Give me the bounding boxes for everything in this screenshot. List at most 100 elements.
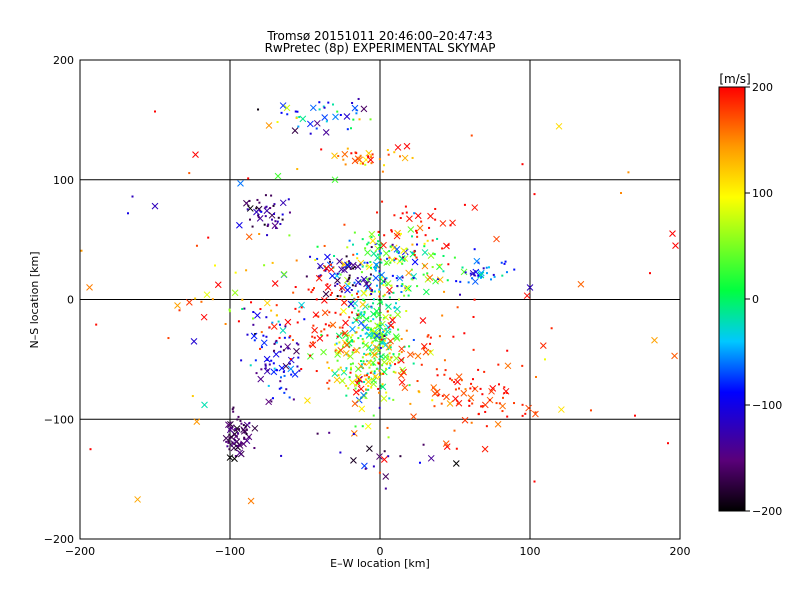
data-point-dot	[323, 244, 326, 247]
data-point-dot	[366, 372, 369, 375]
data-point-dot	[296, 168, 299, 171]
data-point-dot	[347, 387, 350, 390]
data-point-dot	[288, 234, 291, 237]
data-point-dot	[384, 487, 387, 490]
data-point-dot	[266, 234, 269, 237]
data-point-dot	[362, 360, 365, 363]
data-point-cross	[398, 378, 406, 386]
data-point-dot	[279, 380, 282, 383]
data-point-cross	[436, 263, 443, 271]
data-point-cross	[351, 157, 359, 165]
data-point-cross	[237, 179, 244, 187]
data-point-dot	[456, 402, 459, 405]
data-point-dot	[336, 282, 339, 285]
data-point-dot	[311, 288, 314, 291]
data-point-cross	[452, 395, 459, 403]
data-point-dot	[329, 263, 332, 266]
data-point-dot	[298, 310, 301, 313]
data-point-dot	[226, 445, 229, 448]
data-point-dot	[270, 194, 273, 197]
data-point-dot	[385, 277, 388, 280]
data-point-cross	[214, 281, 222, 289]
data-point-dot	[356, 292, 359, 295]
data-point-dot	[280, 111, 283, 114]
data-point-dot	[354, 350, 357, 353]
data-point-dot	[385, 333, 388, 336]
data-point-cross	[321, 296, 328, 304]
data-point-dot	[357, 296, 360, 299]
y-axis-ticks: −200 −100 0 100 200	[44, 54, 74, 546]
data-point-cross	[344, 261, 351, 269]
data-point-dot	[167, 337, 170, 340]
data-point-dot	[389, 261, 392, 264]
data-point-cross	[461, 416, 469, 424]
data-point-cross	[401, 154, 409, 162]
data-point-dot	[245, 428, 248, 431]
data-point-dot	[426, 335, 429, 338]
grid-lines	[80, 60, 680, 539]
data-point-dot	[365, 374, 368, 377]
data-point-dot	[501, 274, 504, 277]
data-point-dot	[367, 326, 370, 329]
data-point-cross	[357, 362, 365, 370]
data-point-dot	[246, 333, 249, 336]
data-point-dot	[285, 388, 288, 391]
data-point-cross	[375, 311, 383, 319]
data-point-dot	[336, 110, 339, 113]
data-point-dot	[276, 121, 279, 124]
data-point-dot	[339, 273, 342, 276]
data-point-dot	[371, 332, 374, 335]
data-point-dot	[274, 220, 277, 223]
data-point-dot	[428, 226, 431, 229]
data-point-dot	[485, 266, 488, 269]
data-point-cross	[200, 313, 208, 321]
data-point-cross	[383, 328, 391, 335]
data-point-dot	[381, 342, 384, 345]
data-point-cross	[236, 221, 243, 229]
data-point-dot	[473, 387, 476, 390]
data-point-dot	[370, 337, 373, 340]
data-point-cross	[380, 395, 388, 402]
data-point-dot	[297, 125, 300, 128]
data-point-dot	[366, 243, 369, 246]
data-point-dot	[260, 346, 263, 349]
data-point-cross	[246, 205, 254, 212]
data-point-cross	[316, 335, 324, 342]
colorbar	[718, 86, 746, 512]
data-point-cross	[400, 247, 407, 254]
data-point-dot	[282, 370, 285, 373]
data-point-dot	[482, 267, 485, 270]
data-point-cross	[523, 292, 531, 300]
data-point-dot	[385, 284, 388, 287]
data-point-cross	[410, 413, 417, 421]
data-point-cross	[279, 102, 287, 109]
data-point-dot	[273, 349, 276, 352]
data-point-cross	[532, 410, 539, 418]
data-point-dot	[327, 366, 330, 369]
data-point-cross	[317, 262, 324, 270]
data-point-cross	[364, 422, 372, 430]
data-point-dot	[346, 128, 349, 131]
data-point-dot	[500, 261, 503, 264]
data-point-dot	[398, 353, 401, 356]
data-point-dot	[471, 378, 474, 381]
data-point-dot	[338, 341, 341, 344]
data-point-dot	[346, 338, 349, 341]
data-point-dot	[369, 261, 372, 264]
data-point-dot	[366, 285, 369, 288]
data-point-dot	[377, 240, 380, 243]
data-point-dot	[194, 297, 197, 300]
data-point-dot	[243, 437, 246, 440]
data-point-dot	[407, 294, 410, 297]
data-point-dot	[264, 363, 267, 366]
data-point-dot	[370, 370, 373, 373]
data-point-dot	[284, 325, 287, 328]
data-point-cross	[422, 288, 430, 296]
data-point-dot	[408, 384, 411, 387]
data-point-dot	[200, 300, 203, 303]
data-point-dot	[369, 328, 372, 331]
data-point-dot	[391, 325, 394, 328]
data-point-dot	[385, 391, 388, 394]
data-point-dot	[441, 247, 444, 250]
data-point-cross	[502, 387, 510, 395]
